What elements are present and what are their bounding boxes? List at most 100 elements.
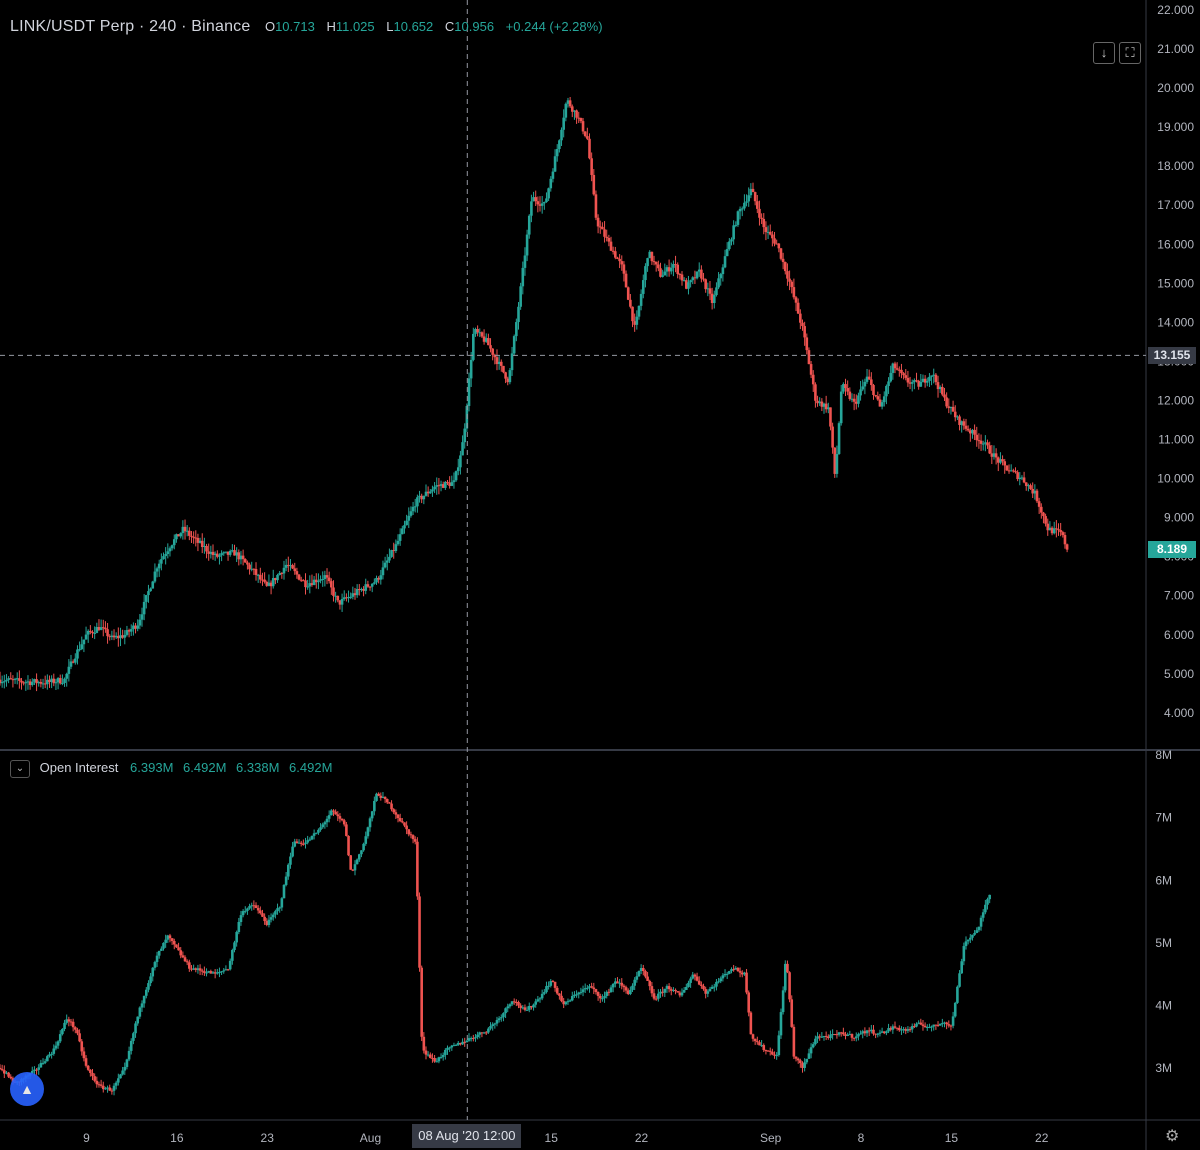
price-candle <box>487 338 490 346</box>
price-candle <box>687 282 690 289</box>
price-candle <box>685 280 688 289</box>
oi-candle <box>33 1069 36 1071</box>
indicator-name[interactable]: Open Interest <box>39 760 119 776</box>
price-candle <box>407 515 411 521</box>
oi-candle <box>633 979 636 986</box>
oi-candle <box>368 818 372 828</box>
oi-candle <box>308 839 312 841</box>
oi-candle <box>971 934 974 938</box>
price-candle <box>368 586 372 588</box>
price-candle <box>304 580 307 588</box>
oi-candle <box>919 1022 923 1025</box>
price-candle <box>95 627 99 633</box>
price-candle <box>164 554 167 557</box>
oi-candle <box>125 1059 129 1067</box>
price-candle <box>226 551 230 555</box>
fullscreen-icon[interactable]: ⛶ <box>1119 42 1141 64</box>
price-candle <box>168 548 172 552</box>
price-candle <box>360 588 363 591</box>
price-tick-label: 20.000 <box>1157 81 1194 95</box>
price-candle <box>1055 528 1058 530</box>
time-tick-label: 9 <box>83 1131 90 1145</box>
price-candle <box>1016 472 1019 480</box>
symbol-title[interactable]: LINK/USDT Perp · 240 · Binance <box>10 18 251 35</box>
price-candle <box>1057 529 1060 531</box>
oi-candle <box>781 990 785 1013</box>
oi-candle <box>263 916 266 922</box>
time-tick-label: 15 <box>545 1131 559 1145</box>
oi-candle <box>302 843 305 845</box>
oi-candle <box>493 1023 497 1025</box>
price-candle <box>235 552 238 556</box>
oi-candle <box>626 990 630 995</box>
price-candle <box>551 171 555 179</box>
oi-candle <box>110 1090 114 1092</box>
oi-candle <box>962 946 966 962</box>
price-candle <box>913 380 916 383</box>
price-candle <box>620 261 624 265</box>
price-candle <box>446 481 449 483</box>
price-candle <box>910 382 914 384</box>
oi-candle <box>850 1034 854 1038</box>
price-tick-label: 10.000 <box>1157 472 1194 486</box>
price-candle <box>977 440 981 442</box>
price-candle <box>138 619 142 626</box>
price-candle <box>992 453 996 457</box>
price-candle <box>1009 470 1013 472</box>
price-candle <box>880 402 884 407</box>
oi-candle <box>564 1002 568 1005</box>
tradingview-logo-icon[interactable]: ▲ <box>10 1072 44 1106</box>
price-tick-label: 19.000 <box>1157 120 1194 134</box>
price-candle <box>579 118 583 122</box>
price-candle <box>906 377 910 383</box>
price-candle <box>114 635 118 638</box>
price-candle <box>502 365 505 373</box>
price-candle <box>456 467 460 472</box>
price-candle <box>22 682 25 684</box>
oi-candle <box>375 793 378 801</box>
oi-candle <box>347 835 350 856</box>
price-candle <box>41 683 45 685</box>
oi-candle <box>631 985 634 990</box>
price-candle <box>831 426 834 448</box>
ohlc-values: O10.713 H11.025 L10.652 C10.956 +0.244 (… <box>265 19 603 34</box>
oi-candle <box>396 814 400 819</box>
oi-candle <box>736 967 740 972</box>
oi-candle <box>398 818 402 822</box>
oi-candle <box>413 839 417 842</box>
price-candle <box>715 287 718 296</box>
oi-candle <box>205 972 208 974</box>
oi-candle <box>956 986 959 1003</box>
price-candle <box>317 580 320 583</box>
gear-icon[interactable]: ⚙ <box>1165 1128 1180 1145</box>
price-candle <box>598 226 602 228</box>
chevron-down-icon[interactable]: ⌄ <box>10 760 30 778</box>
download-icon[interactable]: ↓ <box>1093 42 1115 64</box>
oi-candle <box>355 859 359 865</box>
oi-candle <box>269 917 273 920</box>
price-candle <box>512 336 516 354</box>
oi-candle <box>598 995 602 999</box>
oi-tick-label: 6M <box>1155 873 1172 887</box>
price-candle <box>413 506 417 508</box>
oi-candle <box>601 998 604 1000</box>
oi-candle <box>861 1031 865 1034</box>
oi-candle <box>89 1069 92 1073</box>
oi-candle <box>811 1044 815 1048</box>
oi-candle <box>889 1028 892 1030</box>
price-candle <box>220 553 223 556</box>
price-candle <box>416 497 419 507</box>
oi-candle <box>175 944 178 948</box>
price-candle <box>381 567 385 576</box>
price-candle <box>648 251 652 259</box>
price-candle <box>893 363 897 369</box>
indicator-legend: ⌄ Open Interest 6.393M 6.492M 6.338M 6.4… <box>10 760 338 778</box>
price-candle <box>738 208 742 212</box>
oi-candle <box>360 850 363 855</box>
price-candle <box>127 630 131 632</box>
oi-candle <box>383 796 387 800</box>
price-candle <box>323 575 327 579</box>
oi-candle <box>747 992 751 1013</box>
price-candle <box>203 545 206 548</box>
